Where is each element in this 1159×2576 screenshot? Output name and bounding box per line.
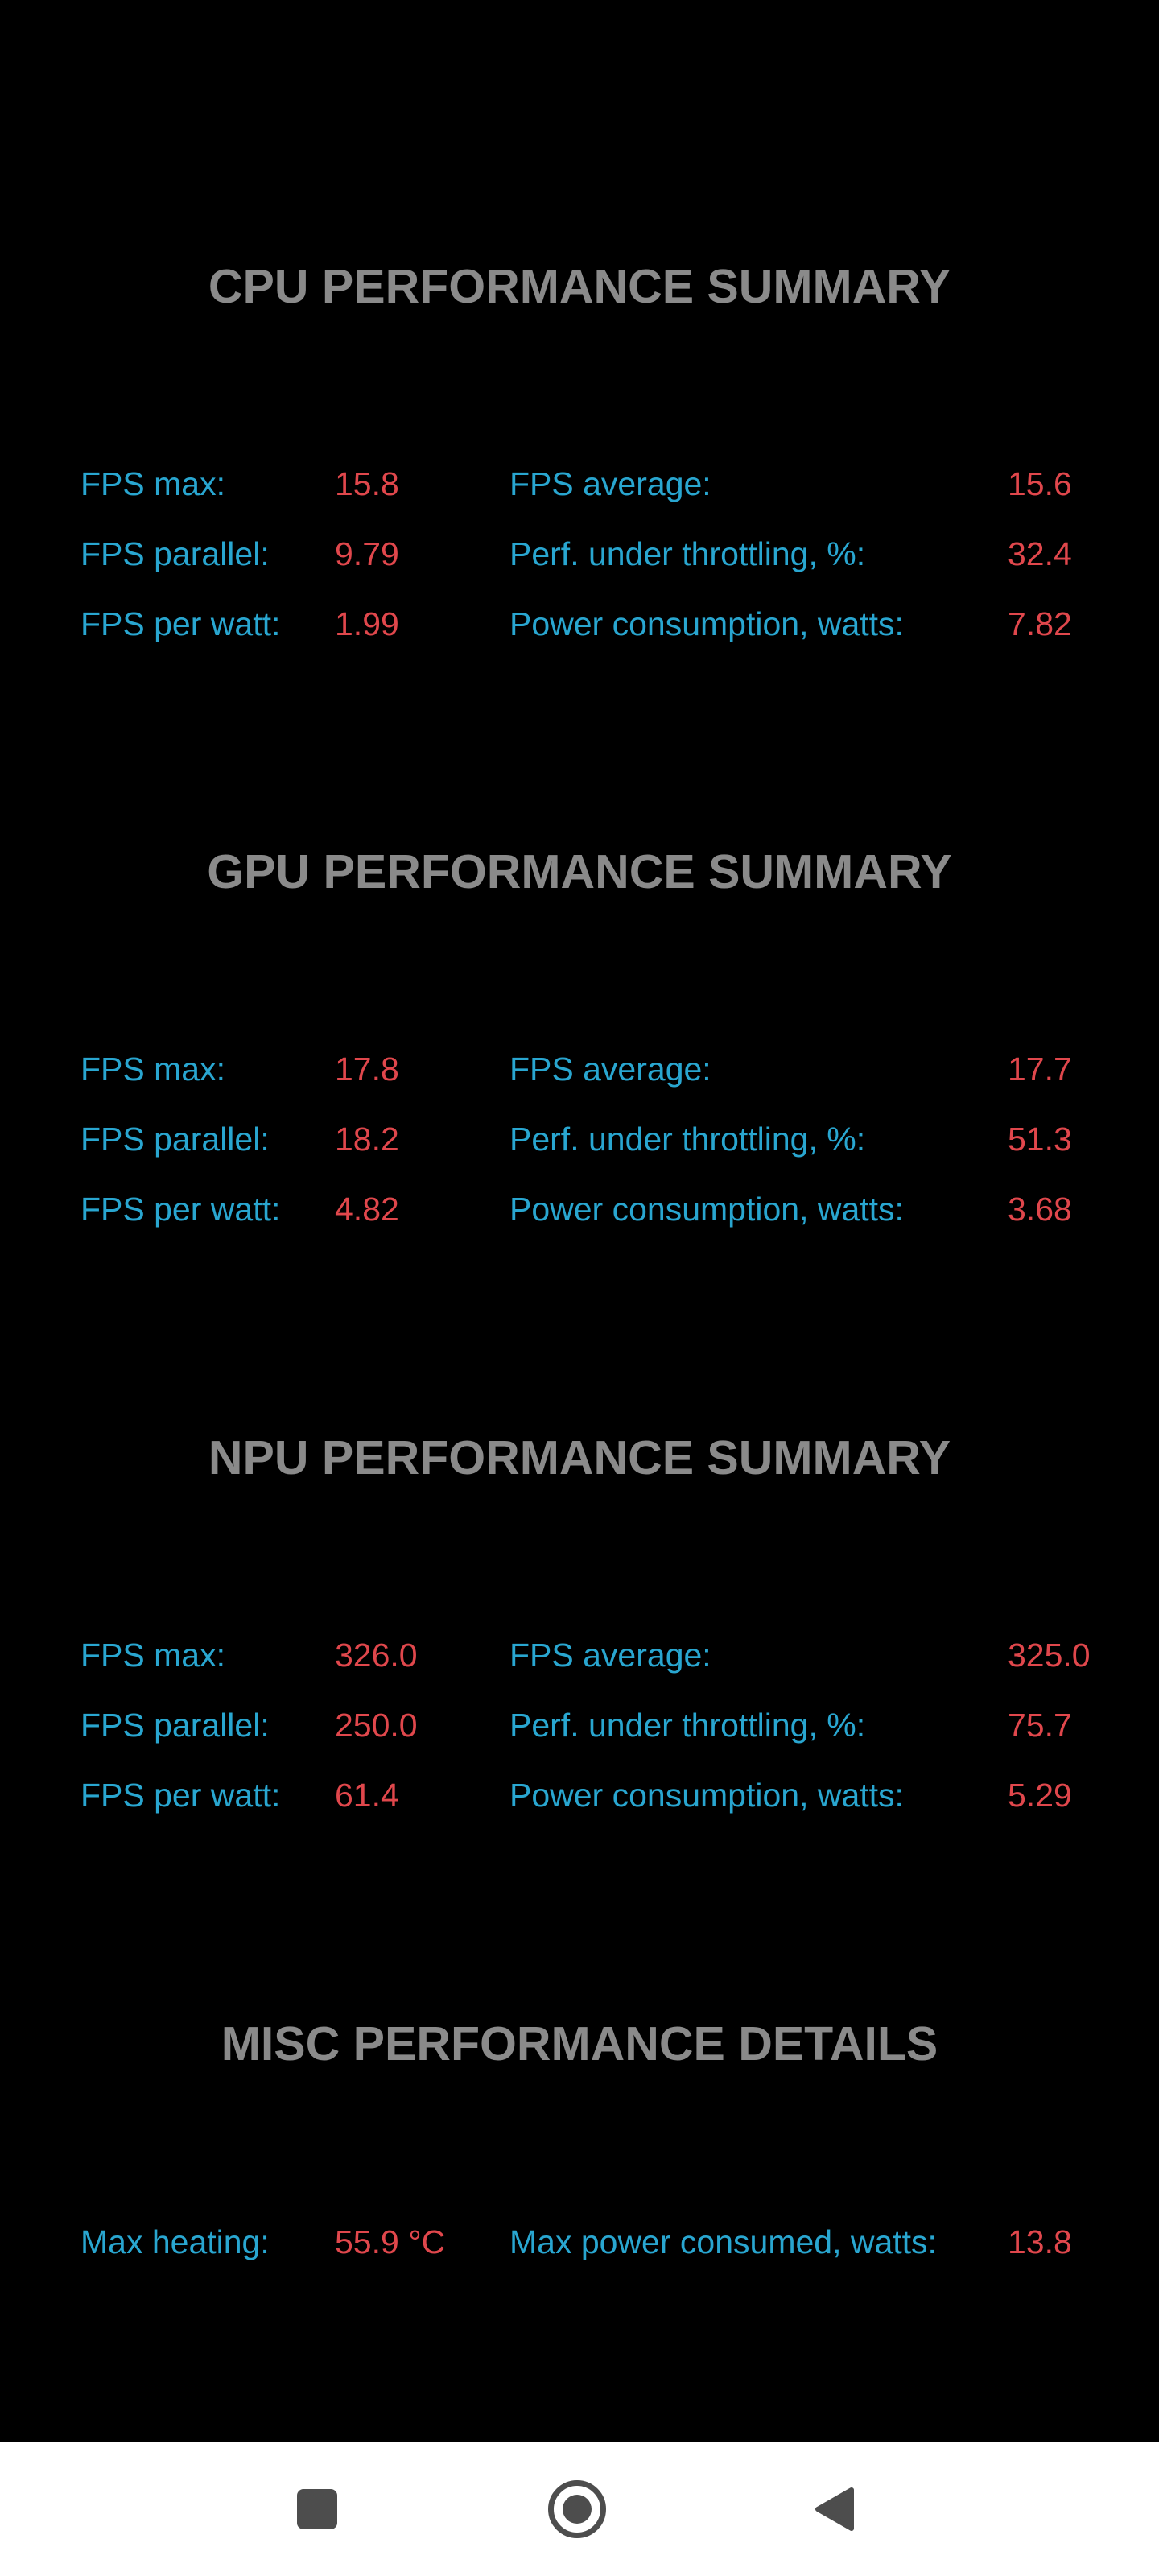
misc-max-power-value: 13.8 [1008,2223,1072,2260]
back-button[interactable] [779,2453,892,2566]
npu-fps-per-watt-value: 61.4 [335,1777,399,1814]
cpu-power-consumption-value: 7.82 [1008,605,1072,642]
results-screen: CPU PERFORMANCE SUMMARY FPS max: 15.8 FP… [80,260,1091,2260]
navigation-bar [0,2442,1159,2576]
circle-icon [548,2480,606,2538]
npu-perf-throttling-value: 75.7 [1008,1707,1072,1744]
cpu-fps-per-watt-label: FPS per watt: [80,605,281,642]
cpu-perf-throttling-label: Perf. under throttling, %: [509,535,866,572]
misc-section-title: MISC PERFORMANCE DETAILS [221,2017,938,2070]
npu-fps-average-label: FPS average: [509,1637,711,1674]
npu-fps-per-watt-label: FPS per watt: [80,1777,281,1814]
cpu-perf-throttling-value: 32.4 [1008,535,1072,572]
npu-fps-parallel-value: 250.0 [335,1707,418,1744]
gpu-fps-parallel-label: FPS parallel: [80,1121,270,1158]
gpu-power-consumption-value: 3.68 [1008,1191,1072,1228]
gpu-fps-per-watt-label: FPS per watt: [80,1191,281,1228]
cpu-fps-max-value: 15.8 [335,465,399,502]
gpu-fps-per-watt-value: 4.82 [335,1191,399,1228]
gpu-perf-throttling-label: Perf. under throttling, %: [509,1121,866,1158]
gpu-fps-average-value: 17.7 [1008,1051,1072,1088]
npu-fps-max-label: FPS max: [80,1637,225,1674]
gpu-fps-max-value: 17.8 [335,1051,399,1088]
cpu-fps-average-label: FPS average: [509,465,711,502]
cpu-fps-per-watt-value: 1.99 [335,605,399,642]
npu-perf-throttling-label: Perf. under throttling, %: [509,1707,866,1744]
gpu-fps-max-label: FPS max: [80,1051,225,1088]
npu-power-consumption-label: Power consumption, watts: [509,1777,904,1814]
recents-button[interactable] [261,2453,373,2566]
cpu-fps-average-value: 15.6 [1008,465,1072,502]
misc-max-heating-value: 55.9 °C [335,2223,446,2260]
gpu-section-title: GPU PERFORMANCE SUMMARY [207,845,952,898]
triangle-left-icon [815,2487,854,2531]
gpu-perf-throttling-value: 51.3 [1008,1121,1072,1158]
cpu-fps-parallel-label: FPS parallel: [80,535,270,572]
misc-max-heating-label: Max heating: [80,2223,270,2260]
npu-power-consumption-value: 5.29 [1008,1777,1072,1814]
cpu-power-consumption-label: Power consumption, watts: [509,605,904,642]
cpu-fps-max-label: FPS max: [80,465,225,502]
gpu-fps-average-label: FPS average: [509,1051,711,1088]
cpu-fps-parallel-value: 9.79 [335,535,399,572]
home-button[interactable] [521,2453,633,2566]
npu-fps-max-value: 326.0 [335,1637,418,1674]
npu-section-title: NPU PERFORMANCE SUMMARY [208,1431,951,1484]
npu-fps-parallel-label: FPS parallel: [80,1707,270,1744]
npu-fps-average-value: 325.0 [1008,1637,1091,1674]
misc-max-power-label: Max power consumed, watts: [509,2223,937,2260]
cpu-section-title: CPU PERFORMANCE SUMMARY [208,260,951,313]
square-icon [297,2489,337,2529]
gpu-fps-parallel-value: 18.2 [335,1121,399,1158]
gpu-power-consumption-label: Power consumption, watts: [509,1191,904,1228]
